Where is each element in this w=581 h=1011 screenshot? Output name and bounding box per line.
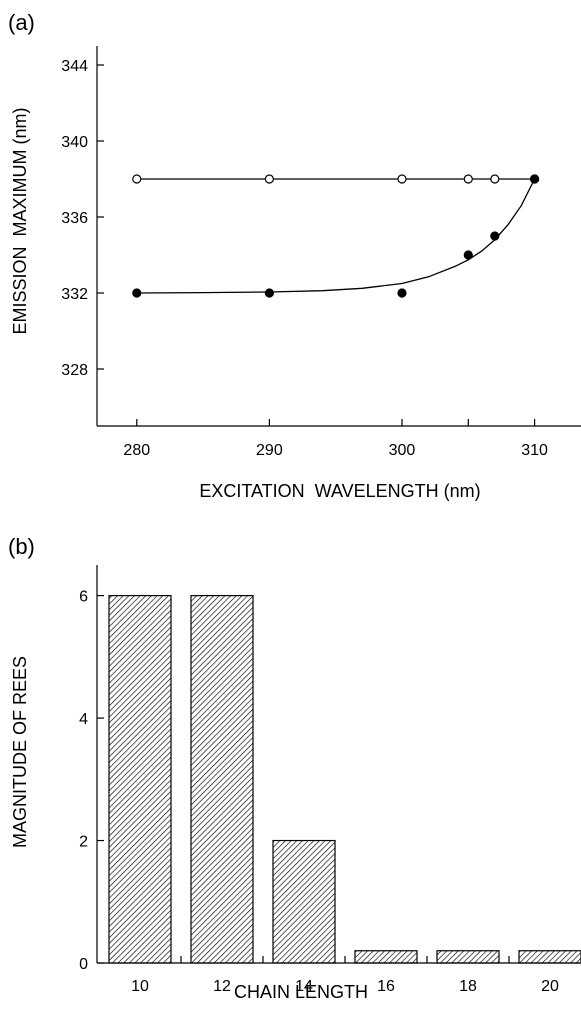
panel-a: (a) 280 290 300 310 328 332 336 340 344 EXCITAT… — [8, 10, 581, 501]
panel-b-bars — [108, 595, 581, 964]
panel-a-filled-point — [529, 174, 540, 184]
panel-a-x-tick-label: 280 — [123, 442, 150, 459]
panel-b-y-tick-label: 4 — [79, 711, 88, 728]
panel-b-bar-20 — [518, 950, 581, 964]
panel-b-axes — [96, 565, 581, 964]
panel-a-y-tick-label: 328 — [61, 362, 88, 379]
panel-a-fit-curves — [136, 178, 536, 294]
panel-b-bar-10 — [108, 595, 172, 964]
panel-b-x-tick-label: 18 — [459, 978, 477, 995]
panel-a-y-tick-label: 340 — [61, 134, 88, 151]
panel-a-x-tick-label: 310 — [521, 442, 548, 459]
panel-a-y-tick-label: 332 — [61, 286, 88, 303]
panel-a-filled-point — [264, 288, 274, 298]
panel-a-y-axis-title: EMISSION MAXIMUM (nm) — [10, 107, 30, 334]
panel-b-bar-12 — [190, 595, 254, 964]
panel-b-y-axis-title: MAGNITUDE OF REES — [10, 656, 30, 848]
panel-b-x-tick-label: 12 — [213, 978, 231, 995]
panel-b-bar-14 — [272, 839, 336, 964]
panel-b-label: (b) — [8, 534, 35, 559]
panel-b-y-ticks: 0 2 4 6 — [79, 589, 104, 973]
panel-a-filled-point — [132, 288, 142, 298]
panel-b-x-tick-label: 16 — [377, 978, 395, 995]
panel-a-y-tick-label: 336 — [61, 210, 88, 227]
panel-b-bar-18 — [436, 950, 500, 964]
panel-a-x-axis-title: EXCITATION WAVELENGTH (nm) — [199, 481, 480, 501]
panel-b-x-ticks: 10 12 14 16 18 20 — [131, 956, 559, 995]
panel-a-filled-point — [397, 288, 407, 298]
panel-b-bar-16 — [354, 950, 418, 964]
panel-a-x-tick-label: 300 — [389, 442, 416, 459]
panel-a-label: (a) — [8, 10, 35, 35]
panel-a-filled-point — [490, 231, 500, 241]
panel-b-x-tick-label: 20 — [541, 978, 559, 995]
panel-b-y-tick-label: 2 — [79, 834, 88, 851]
panel-b-y-tick-label: 0 — [79, 956, 88, 973]
panel-a-x-tick-label: 290 — [256, 442, 283, 459]
panel-a-open-point — [264, 174, 274, 184]
panel-a-open-point — [490, 174, 500, 184]
panel-b-x-axis-title: CHAIN LENGTH — [234, 982, 368, 1002]
panel-b-y-tick-label: 6 — [79, 589, 88, 606]
panel-a-open-point — [463, 174, 473, 184]
panel-a-open-point — [132, 174, 142, 184]
panel-a-axes — [96, 46, 581, 427]
panel-b: (b) 10 12 14 16 18 20 0 2 4 6 CHAIN LENGTH MAGNI… — [8, 534, 581, 1002]
panel-b-x-tick-label: 10 — [131, 978, 149, 995]
panel-a-y-tick-label: 344 — [61, 58, 88, 75]
panel-a-fit-curve-2 — [136, 178, 536, 294]
panel-a-y-ticks: 328 332 336 340 344 — [61, 58, 104, 379]
panel-a-data-points — [132, 174, 540, 298]
panel-a-x-ticks: 280 290 300 310 — [123, 419, 548, 459]
panel-a-filled-point — [463, 250, 473, 260]
panel-b-x-tick-label: 14 — [295, 978, 313, 995]
panel-a-open-point — [397, 174, 407, 184]
